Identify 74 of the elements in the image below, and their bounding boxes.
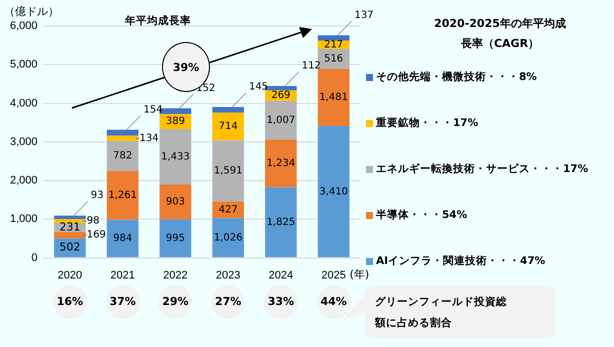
x-tick-label: 2020 [58,269,82,282]
bar [106,171,138,220]
y-tick-label: 6,000 [10,20,38,32]
data-label: 389 [166,116,185,128]
annotation: 年平均成長率 [125,14,191,28]
annotation: 39% [172,60,200,74]
y-tick-label: 3,000 [10,136,38,148]
text: グリーンフィールド投資総額に占める割合 [375,295,508,331]
y-tick-label: 4,000 [10,97,38,110]
bar [160,184,192,220]
bar [265,100,297,140]
legend-label: エネルギー転換技術・サービス・・・17% [376,162,588,176]
bar [106,140,138,172]
bar [212,112,244,140]
data-label: 1,007 [266,114,296,126]
bar [212,107,244,113]
data-label: 995 [166,232,185,244]
legend-label: AIインフラ・関連技術・・・47% [376,254,546,268]
data-label: 169 [86,230,106,241]
bar [265,140,297,188]
legend-title: 2020-2025年の年平均成長率（CAGR） [433,16,567,52]
y-axis-title: （億ドル） [4,4,59,19]
data-label: 502 [59,240,80,254]
data-label: 3,410 [319,186,348,198]
data-label: 1,825 [266,216,296,228]
x-tick-label: 2025 [321,269,346,282]
data-label: 1,234 [266,158,296,170]
data-label: 714 [218,121,238,132]
bar [54,216,86,220]
y-tick-label: 2,000 [10,174,38,187]
bar [265,187,297,258]
data-label: 231 [59,220,80,234]
data-label: 1,433 [161,151,190,162]
data-label: 903 [166,196,185,208]
bar [318,126,350,258]
data-label: 1,481 [319,92,348,104]
data-label: 269 [271,90,290,102]
x-tick-label: 2021 [110,269,135,282]
data-label: 134 [139,132,159,144]
data-label: 137 [354,10,374,21]
data-label: 1,261 [108,190,137,202]
y-tick-label: 0 [31,252,38,264]
x-tick-label: 2022 [163,269,188,282]
data-label: 427 [218,204,238,216]
legend-label: その他先端・機微技術・・・8% [376,70,537,84]
data-label: 145 [248,82,268,93]
bar [106,130,138,136]
bar [160,129,192,184]
data-label: 1,591 [214,166,242,177]
bar [106,136,138,141]
y-tick-label: 5,000 [10,58,38,71]
x-tick-label: 2024 [268,269,294,282]
x-tick-label: 2023 [216,269,240,282]
legend-label: 重要鉱物・・・17% [376,116,478,130]
y-tick-label: 1,000 [10,213,38,226]
data-label: 516 [324,53,344,64]
bar [54,232,86,238]
data-label: 217 [324,39,344,50]
data-label: 1,026 [214,232,242,244]
x-axis-title: (年) [350,266,370,282]
bar [160,219,192,258]
bar [212,218,244,258]
bar [212,140,244,202]
data-label: 93 [90,190,104,202]
bar [106,220,138,258]
bar [54,219,86,223]
bar [318,68,350,126]
data-label: 782 [113,150,132,162]
data-label: 984 [113,233,132,244]
data-label: 154 [143,104,163,116]
data-label: 112 [302,60,321,72]
data-label: 98 [86,216,100,227]
legend-label: 半導体・・・54% [376,208,468,222]
bar [318,35,350,41]
